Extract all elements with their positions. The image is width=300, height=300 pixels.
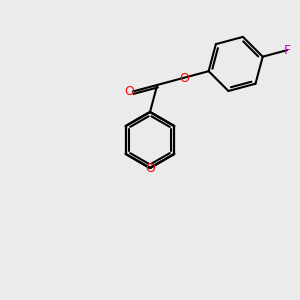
Text: O: O bbox=[180, 72, 190, 85]
Text: O: O bbox=[145, 161, 155, 175]
Text: F: F bbox=[284, 44, 291, 57]
Text: O: O bbox=[124, 85, 134, 98]
